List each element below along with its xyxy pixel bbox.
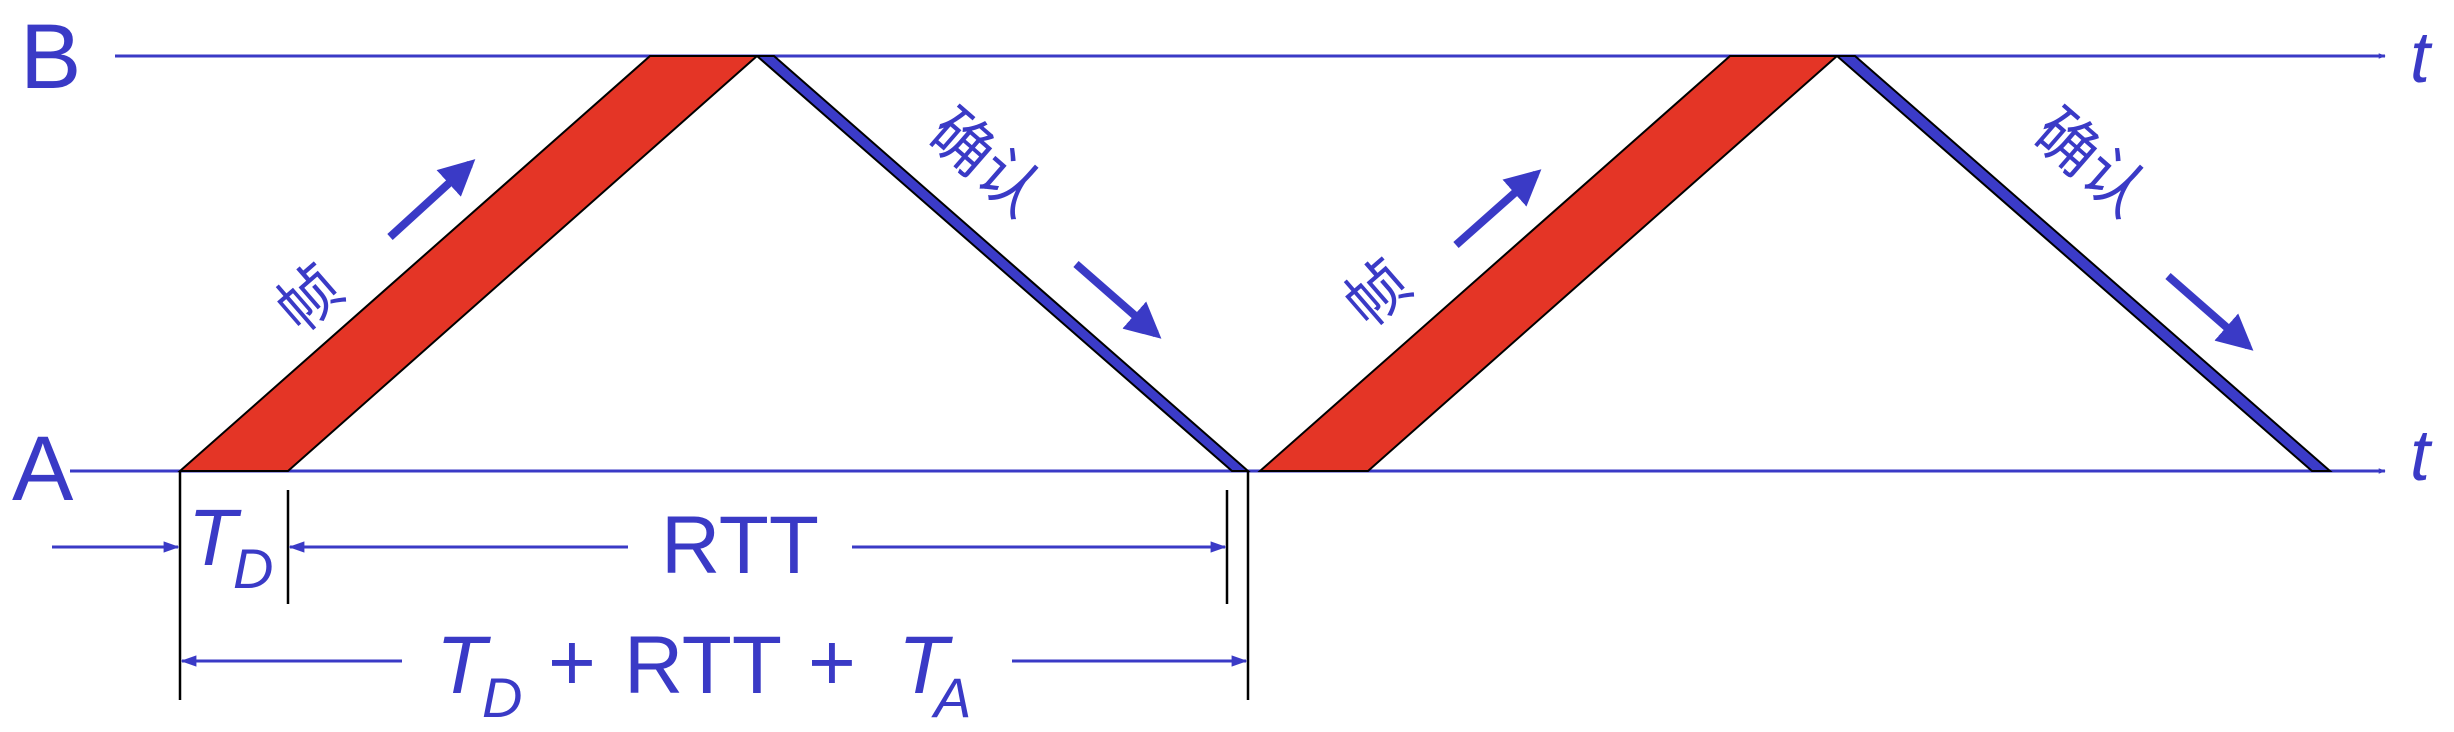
td-label-sub: D (233, 537, 273, 600)
ack-label-2: 确认 (2020, 94, 2161, 230)
frame-direction-arrow-2 (1453, 169, 1542, 248)
total-interval-label: T D + RTT + T A (436, 617, 971, 729)
total-ta-sub: A (931, 666, 971, 729)
frame-direction-arrow-1 (387, 159, 476, 240)
ack-1 (754, 55, 1251, 472)
time-axis-label-a: t (2410, 416, 2433, 496)
ack-direction-arrow-1 (1073, 260, 1162, 339)
station-a-label: A (12, 418, 74, 520)
total-ta-main: T (898, 620, 953, 711)
total-plus-2: + (808, 617, 856, 708)
frame-2 (1257, 55, 1840, 472)
td-label-main: T (188, 493, 242, 582)
station-b-label: B (20, 6, 81, 108)
frame-1 (177, 55, 760, 472)
time-axis-label-b: t (2410, 18, 2433, 98)
total-td-main: T (436, 620, 491, 711)
total-td-sub: D (482, 666, 522, 729)
ack-2 (1834, 55, 2333, 472)
rtt-label: RTT (661, 500, 819, 591)
ack-direction-arrow-2 (2165, 272, 2254, 351)
total-rtt: RTT (624, 620, 782, 711)
frame-label-2: 帧 (1330, 246, 1425, 342)
total-plus-1: + (548, 617, 596, 708)
